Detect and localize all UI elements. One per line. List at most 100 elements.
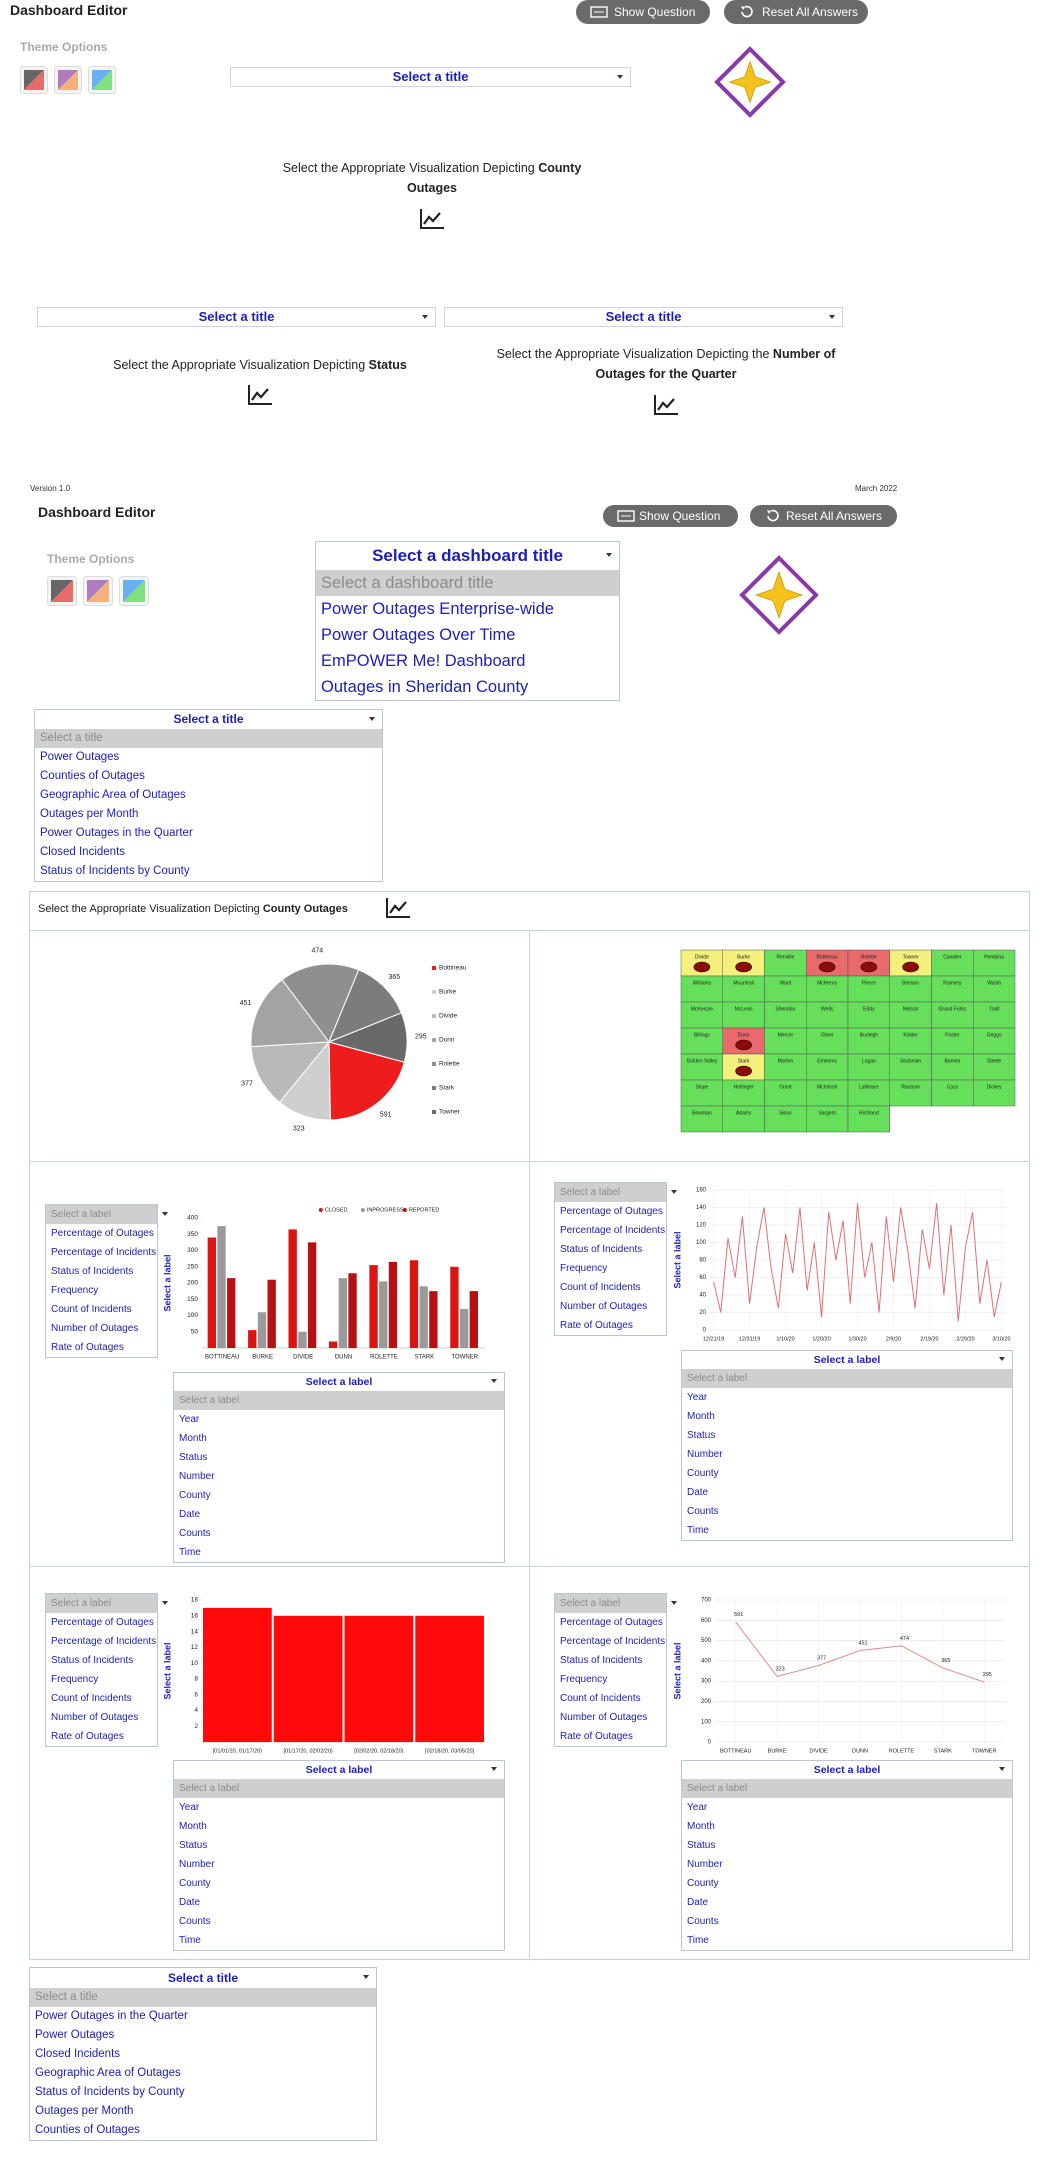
dropdown-option[interactable]: Rate of Outages [46,1338,157,1357]
dropdown-option[interactable]: Time [174,1543,504,1562]
dropdown-option[interactable]: Closed Incidents [30,2045,376,2064]
dropdown-option[interactable]: Count of Incidents [46,1689,157,1708]
dropdown-option[interactable]: County [174,1486,504,1505]
dropdown-option[interactable]: Date [682,1893,1012,1912]
dropdown-option[interactable]: Status of Incidents [555,1240,666,1259]
dropdown-option[interactable]: Status of Incidents [46,1262,157,1281]
dropdown-option[interactable]: Closed Incidents [35,843,382,862]
dropdown-option[interactable]: County [682,1874,1012,1893]
dropdown-option[interactable]: Frequency [555,1670,666,1689]
panel-divider [529,930,530,1960]
dropdown-option[interactable]: Month [174,1817,504,1836]
dropdown-option[interactable]: Number of Outages [555,1708,666,1727]
dropdown-option[interactable]: EmPOWER Me! Dashboard [316,648,619,674]
county-label: Williams [693,980,712,986]
dropdown-option[interactable]: Status of Incidents [46,1651,157,1670]
dropdown-header[interactable]: Select a label [305,1376,373,1388]
dropdown-option[interactable]: Month [682,1407,1012,1426]
dropdown-option[interactable]: Outages per Month [35,805,382,824]
dropdown-option[interactable]: Geographic Area of Outages [30,2064,376,2083]
dropdown-option[interactable]: Percentage of Outages [555,1202,666,1221]
dropdown-option[interactable]: Status of Incidents by County [35,862,382,881]
title-select[interactable]: Select a title [444,307,843,327]
dropdown-option[interactable]: Rate of Outages [555,1316,666,1335]
dropdown-option[interactable]: Month [174,1429,504,1448]
dropdown-option[interactable]: Number of Outages [46,1708,157,1727]
dropdown-option[interactable]: Counts [682,1912,1012,1931]
button[interactable]: Show Question [576,0,710,24]
dropdown-option[interactable]: Percentage of Outages [555,1613,666,1632]
dropdown-header[interactable]: Select a label [305,1764,373,1776]
county-label: Emmons [817,1058,837,1064]
dropdown-option[interactable]: Frequency [46,1670,157,1689]
county [764,949,807,977]
county [973,1001,1016,1029]
button[interactable]: Reset All Answers [724,0,868,24]
dropdown-option[interactable]: Date [174,1893,504,1912]
dropdown-option[interactable]: Time [682,1931,1012,1950]
dropdown-option[interactable]: Counties of Outages [30,2121,376,2140]
dropdown-option[interactable]: Month [682,1817,1012,1836]
dropdown-option[interactable]: Frequency [555,1259,666,1278]
dropdown-option[interactable]: Year [682,1388,1012,1407]
dropdown-option[interactable]: Number [682,1445,1012,1464]
dropdown-option[interactable]: Percentage of Incidents [46,1243,157,1262]
county [680,1105,723,1133]
x-tick-label: [02/02/20, 02/18/20) [354,1748,403,1754]
dropdown-option[interactable]: Year [174,1410,504,1429]
dropdown-arrow [999,1357,1005,1361]
dropdown-option[interactable]: Power Outages in the Quarter [35,824,382,843]
title-select[interactable]: Select a title [37,307,436,327]
dropdown-header[interactable]: Select a dashboard title [372,546,563,565]
dropdown-option[interactable]: Percentage of Outages [46,1224,157,1243]
dropdown-option[interactable]: Number [174,1855,504,1874]
dropdown-option[interactable]: Date [682,1483,1012,1502]
dropdown-option[interactable]: Counts [174,1524,504,1543]
dropdown-option[interactable]: Outages in Sheridan County [316,674,619,700]
dropdown-option[interactable]: Status [682,1426,1012,1445]
dropdown-header[interactable]: Select a label [813,1354,881,1366]
dropdown-header[interactable]: Select a title [173,712,244,726]
button[interactable]: Reset All Answers [750,505,897,527]
button[interactable]: Show Question [603,505,738,527]
dropdown-option[interactable]: Count of Incidents [46,1300,157,1319]
dropdown-option[interactable]: Power Outages in the Quarter [30,2007,376,2026]
dropdown-option[interactable]: Time [682,1521,1012,1540]
title-select[interactable]: Select a title [230,67,631,87]
dropdown-option[interactable]: Number [682,1855,1012,1874]
dropdown-option[interactable]: Status [174,1448,504,1467]
dropdown-option[interactable]: Year [174,1798,504,1817]
dropdown-option[interactable]: Power Outages Enterprise-wide [316,596,619,622]
dropdown-option[interactable]: Rate of Outages [46,1727,157,1746]
dropdown-option[interactable]: Percentage of Incidents [555,1221,666,1240]
dropdown-option[interactable]: Counts [174,1912,504,1931]
dropdown-header[interactable]: Select a label [813,1764,881,1776]
dropdown-option[interactable]: Percentage of Incidents [555,1632,666,1651]
dropdown-option[interactable]: Counts [682,1502,1012,1521]
dropdown-option[interactable]: Counties of Outages [35,767,382,786]
dropdown-option[interactable]: Time [174,1931,504,1950]
dropdown-option[interactable]: County [174,1874,504,1893]
dropdown-option[interactable]: Power Outages Over Time [316,622,619,648]
dropdown-option[interactable]: Date [174,1505,504,1524]
dropdown-option[interactable]: Rate of Outages [555,1727,666,1746]
dropdown-option[interactable]: Number of Outages [555,1297,666,1316]
dropdown-option[interactable]: Status of Incidents [555,1651,666,1670]
dropdown-option[interactable]: Geographic Area of Outages [35,786,382,805]
dropdown-option[interactable]: Outages per Month [30,2102,376,2121]
dropdown-option[interactable]: County [682,1464,1012,1483]
dropdown-header[interactable]: Select a title [167,1971,239,1985]
dropdown-option[interactable]: Count of Incidents [555,1689,666,1708]
dropdown-option[interactable]: Power Outages [35,748,382,767]
dropdown-option[interactable]: Frequency [46,1281,157,1300]
dropdown-option[interactable]: Year [682,1798,1012,1817]
dropdown-option[interactable]: Percentage of Incidents [46,1632,157,1651]
dropdown-option[interactable]: Status of Incidents by County [30,2083,376,2102]
dropdown-option[interactable]: Status [682,1836,1012,1855]
dropdown-option[interactable]: Power Outages [30,2026,376,2045]
dropdown-option[interactable]: Count of Incidents [555,1278,666,1297]
dropdown-option[interactable]: Number of Outages [46,1319,157,1338]
dropdown-option[interactable]: Number [174,1467,504,1486]
dropdown-option[interactable]: Status [174,1836,504,1855]
dropdown-option[interactable]: Percentage of Outages [46,1613,157,1632]
